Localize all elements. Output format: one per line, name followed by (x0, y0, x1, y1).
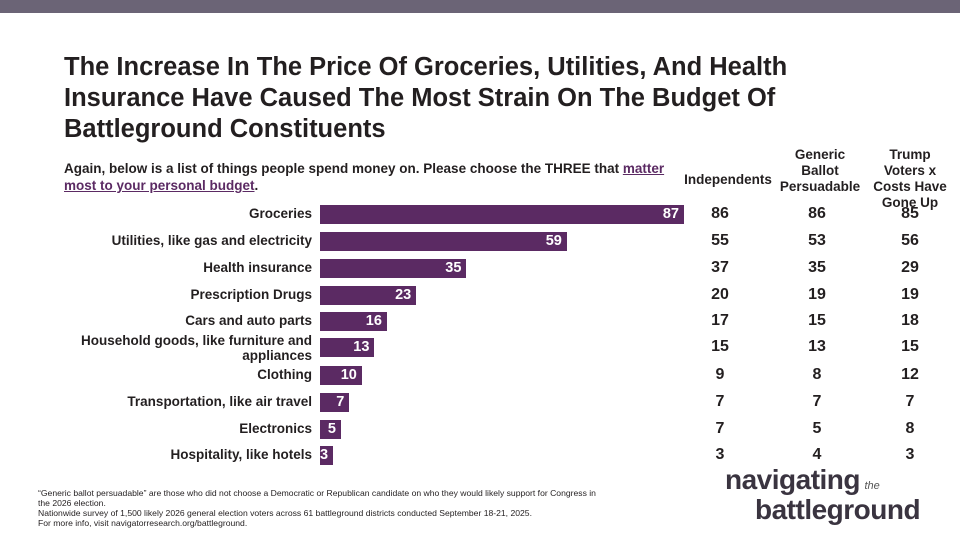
table-cell: 55 (711, 232, 729, 249)
footnote-line: For more info, visit navigatorresearch.o… (38, 518, 248, 528)
question-suffix: . (254, 178, 259, 193)
bar-value-label: 35 (445, 260, 462, 276)
category-label: Utilities, like gas and electricity (111, 233, 312, 248)
footnote-line: Nationwide survey of 1,500 likely 2026 g… (38, 508, 532, 518)
category-label: Clothing (257, 367, 312, 382)
logo-text: battleground (755, 494, 921, 525)
bar (320, 366, 362, 385)
bar (320, 286, 417, 305)
table-cell: 53 (808, 232, 826, 249)
table-cell: 86 (808, 205, 826, 222)
footnote: “Generic ballot persuadable” are those w… (38, 488, 598, 528)
bar-value-label: 23 (395, 287, 412, 303)
bar (320, 232, 567, 251)
footnote-line: “Generic ballot persuadable” are those w… (38, 488, 596, 508)
table-cell: 8 (905, 420, 915, 437)
question-prefix: Again, below is a list of things people … (64, 161, 623, 176)
top-bar (0, 0, 960, 13)
table-cell: 29 (901, 259, 919, 276)
page-title: The Increase In The Price Of Groceries, … (64, 53, 788, 143)
bar-value-label: 5 (327, 421, 336, 437)
bar-value-label: 3 (320, 447, 329, 463)
category-label: Prescription Drugs (190, 287, 312, 302)
table-cell: 17 (711, 312, 729, 329)
bar (320, 420, 341, 439)
table-cell: 35 (808, 259, 826, 276)
category-label: Hospitality, like hotels (170, 447, 312, 462)
table-cell: 7 (715, 393, 725, 410)
table-cell: 5 (812, 420, 822, 437)
bar (320, 312, 387, 331)
category-label: Cars and auto parts (185, 313, 312, 328)
category-label: Health insurance (203, 260, 312, 275)
table-cell: 86 (711, 205, 729, 222)
table-cell: 3 (905, 446, 915, 463)
question-text: Again, below is a list of things people … (64, 160, 684, 194)
table-cell: 15 (711, 338, 729, 355)
table-cell: 8 (812, 366, 822, 383)
category-label: Transportation, like air travel (127, 394, 312, 409)
table-cell: 7 (812, 393, 822, 410)
table-cell: 18 (901, 312, 919, 329)
logo-text: the (864, 480, 880, 492)
question-link[interactable]: matter most to your personal budget (64, 161, 665, 193)
table-cell: 19 (901, 286, 919, 303)
bar (320, 205, 684, 224)
bar-value-label: 10 (340, 367, 357, 383)
bar-value-label: 59 (545, 233, 562, 249)
logo-text: navigating (725, 464, 861, 495)
bar (320, 446, 333, 465)
table-cell: 20 (711, 286, 729, 303)
bar (320, 393, 350, 412)
bar-value-label: 16 (365, 313, 382, 329)
table-cell: 15 (808, 312, 826, 329)
col-header-trump-voters: Trump Voters x Costs Have Gone Up (873, 147, 947, 210)
category-label: Groceries (248, 206, 312, 221)
table-cell: 3 (715, 446, 725, 463)
bar (320, 338, 375, 357)
logo: navigating the battleground (725, 466, 921, 525)
table-cell: 9 (715, 366, 725, 383)
table-cell: 7 (905, 393, 915, 410)
table-cell: 56 (901, 232, 919, 249)
table-cell: 85 (901, 205, 919, 222)
bar-value-label: 87 (662, 206, 679, 222)
table-cell: 15 (901, 338, 919, 355)
table-cell: 7 (715, 420, 725, 437)
table-cell: 4 (812, 446, 822, 463)
col-header-independents: Independents (684, 172, 772, 187)
category-label: Electronics (239, 421, 312, 436)
bar-value-label: 13 (353, 339, 370, 355)
bar-value-label: 7 (336, 394, 345, 410)
table-cell: 13 (808, 338, 826, 355)
table-cell: 12 (901, 366, 919, 383)
bar (320, 259, 467, 278)
category-label: Household goods, like furniture and appl… (80, 333, 312, 363)
table-cell: 37 (711, 259, 729, 276)
col-header-generic-ballot: Generic Ballot Persuadable (779, 147, 861, 194)
table-cell: 19 (808, 286, 826, 303)
